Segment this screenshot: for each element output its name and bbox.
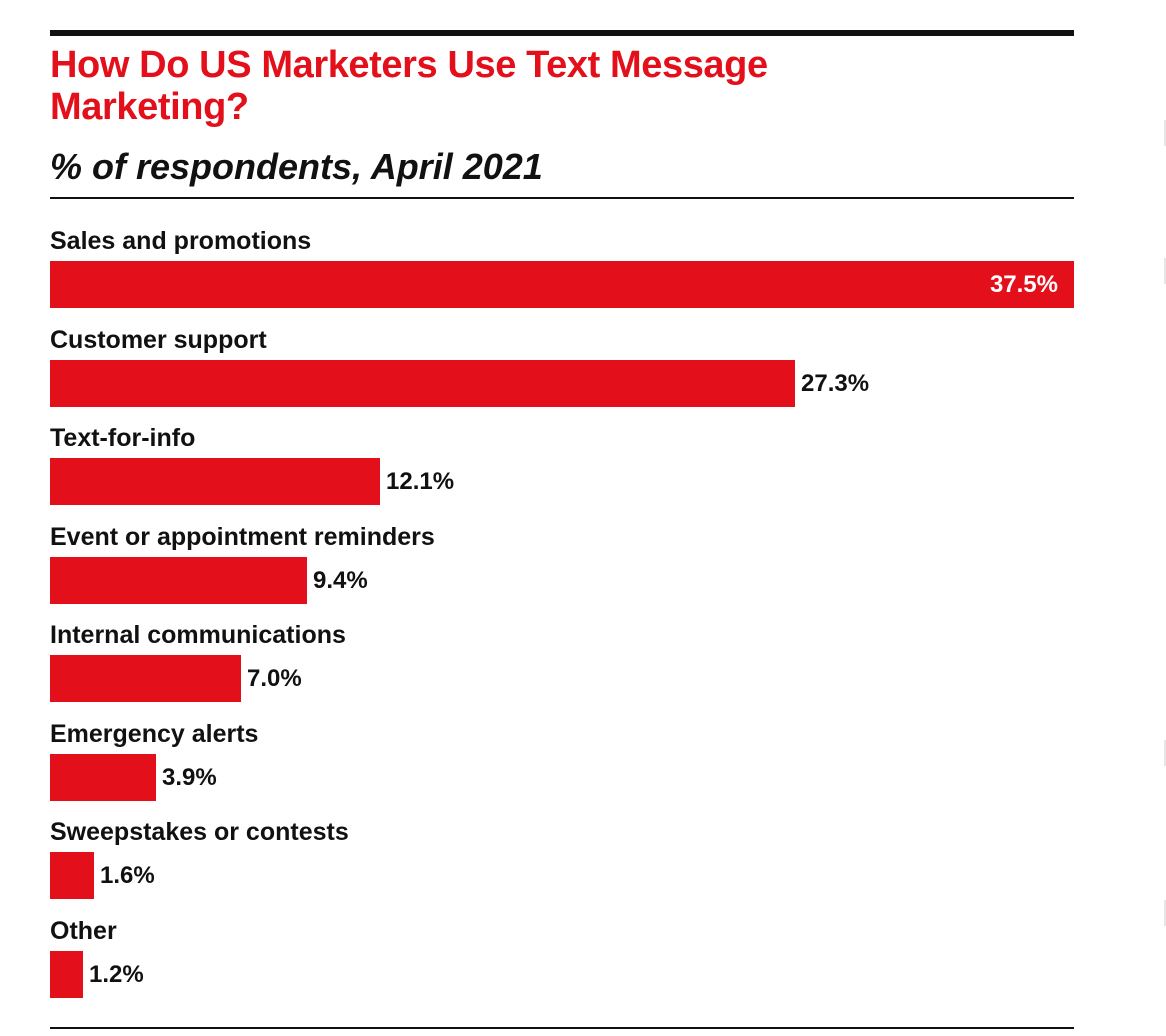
bar-row: Event or appointment reminders 9.4% xyxy=(50,520,1074,618)
bar xyxy=(50,655,241,702)
bar xyxy=(50,458,380,505)
bar-row: Emergency alerts 3.9% xyxy=(50,717,1074,815)
category-label: Sales and promotions xyxy=(50,227,312,255)
bar-row: Other 1.2% xyxy=(50,914,1074,1012)
bar xyxy=(50,753,156,801)
value-label: 27.3% xyxy=(801,369,870,397)
edge-mark xyxy=(1164,900,1166,926)
bottom-rule xyxy=(50,1027,1074,1029)
bar xyxy=(50,261,1074,308)
bar-row: Text-for-info 12.1% xyxy=(50,421,1074,519)
category-label: Other xyxy=(50,916,117,945)
value-label: 1.6% xyxy=(100,862,155,889)
value-label: 1.2% xyxy=(89,960,144,988)
top-rule xyxy=(50,30,1074,36)
bar-row: Sweepstakes or contests 1.6% xyxy=(50,815,1074,913)
category-label: Event or appointment reminders xyxy=(50,522,435,551)
value-label: 12.1% xyxy=(386,468,455,495)
category-label: Sweepstakes or contests xyxy=(50,818,349,846)
value-label: 7.0% xyxy=(247,665,302,692)
chart-title: How Do US Marketers Use Text Message Mar… xyxy=(50,44,768,128)
bar xyxy=(50,950,83,998)
category-label: Internal communications xyxy=(50,621,346,649)
bar xyxy=(50,359,795,407)
edge-mark xyxy=(1164,740,1166,766)
bar xyxy=(50,852,94,899)
chart-subtitle: % of respondents, April 2021 xyxy=(50,146,543,187)
value-label: 9.4% xyxy=(313,566,368,594)
bar-row: Sales and promotions 37.5% xyxy=(50,224,1074,322)
value-label: 3.9% xyxy=(162,763,217,791)
edge-mark xyxy=(1164,120,1166,146)
bar-row: Internal communications 7.0% xyxy=(50,618,1074,716)
bar-row: Customer support 27.3% xyxy=(50,323,1074,421)
chart: How Do US Marketers Use Text Message Mar… xyxy=(50,0,1074,1036)
bar xyxy=(50,556,307,604)
value-label: 37.5% xyxy=(989,271,1058,298)
header-rule xyxy=(50,197,1074,199)
category-label: Emergency alerts xyxy=(50,719,259,748)
edge-mark xyxy=(1164,258,1166,284)
category-label: Customer support xyxy=(50,325,267,354)
category-label: Text-for-info xyxy=(50,424,196,452)
